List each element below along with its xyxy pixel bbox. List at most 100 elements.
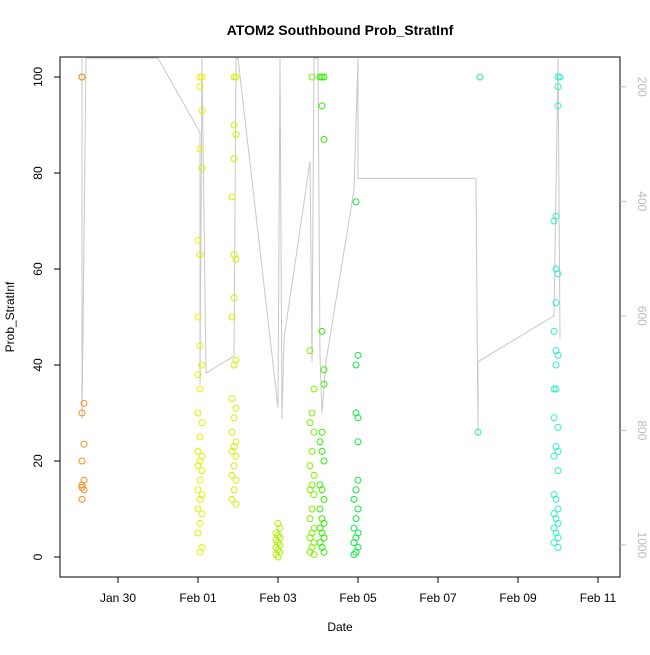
point	[550, 414, 558, 422]
point	[474, 428, 482, 436]
point	[230, 73, 238, 81]
point	[306, 534, 314, 542]
point	[320, 457, 328, 465]
x-axis-label: Date	[327, 620, 353, 634]
point	[198, 510, 206, 518]
point	[198, 73, 206, 81]
point	[194, 462, 202, 470]
x-tick-label: Feb 03	[259, 591, 297, 605]
point	[196, 495, 204, 503]
point	[554, 423, 562, 431]
point	[554, 505, 562, 513]
point	[318, 447, 326, 455]
point	[310, 428, 318, 436]
point	[196, 83, 204, 91]
point	[550, 327, 558, 335]
point	[80, 440, 88, 448]
point	[550, 217, 558, 225]
point	[306, 515, 314, 523]
point	[554, 73, 562, 81]
point	[194, 409, 202, 417]
point	[554, 102, 562, 110]
point	[318, 327, 326, 335]
point	[310, 385, 318, 393]
point	[80, 486, 88, 494]
point	[308, 73, 316, 81]
point	[320, 135, 328, 143]
point	[194, 486, 202, 494]
point	[306, 347, 314, 355]
x-tick-label: Feb 11	[580, 591, 617, 605]
point	[228, 471, 236, 479]
point	[320, 380, 328, 388]
point	[78, 73, 86, 81]
point	[554, 519, 562, 527]
point	[354, 414, 362, 422]
point	[308, 447, 316, 455]
point	[320, 519, 328, 527]
point	[198, 419, 206, 427]
point	[196, 73, 204, 81]
x-tick-label: Feb 05	[339, 591, 377, 605]
y-tick-label: 100	[31, 67, 45, 87]
point	[232, 404, 240, 412]
point	[306, 462, 314, 470]
plot-box	[59, 56, 621, 578]
point	[198, 361, 206, 369]
point	[196, 251, 204, 259]
point	[554, 351, 562, 359]
point	[80, 399, 88, 407]
point	[354, 438, 362, 446]
x-tick-label: Jan 30	[100, 591, 136, 605]
point	[320, 495, 328, 503]
point	[320, 366, 328, 374]
y2-tick-label: 800	[635, 420, 649, 440]
point	[230, 155, 238, 163]
point	[352, 198, 360, 206]
point	[196, 433, 204, 441]
point	[194, 505, 202, 513]
point	[196, 342, 204, 350]
y-tick-label: 20	[31, 454, 45, 468]
point	[318, 102, 326, 110]
point	[552, 299, 560, 307]
point	[198, 107, 206, 115]
y-tick-label: 60	[31, 262, 45, 276]
point	[232, 452, 240, 460]
point	[78, 495, 86, 503]
point	[194, 236, 202, 244]
point	[230, 462, 238, 470]
y-tick-label: 0	[31, 553, 45, 560]
y2-tick-label: 1000	[635, 532, 649, 559]
pressure-line	[81, 57, 561, 437]
point	[230, 486, 238, 494]
point	[228, 395, 236, 403]
point	[554, 447, 562, 455]
point	[310, 471, 318, 479]
y2-tick-label: 400	[635, 191, 649, 211]
point	[232, 476, 240, 484]
point	[310, 491, 318, 499]
x-tick-label: Feb 07	[419, 591, 457, 605]
point	[230, 121, 238, 129]
point	[228, 495, 236, 503]
point	[228, 447, 236, 455]
point	[196, 548, 204, 556]
point	[318, 73, 326, 81]
point	[352, 361, 360, 369]
y-tick-label: 80	[31, 166, 45, 180]
point	[308, 409, 316, 417]
point	[316, 438, 324, 446]
point	[554, 270, 562, 278]
point	[230, 294, 238, 302]
y-tick-label: 40	[31, 358, 45, 372]
point	[350, 551, 358, 559]
point	[352, 486, 360, 494]
point	[78, 409, 86, 417]
point	[306, 486, 314, 494]
point	[310, 551, 318, 559]
point	[230, 414, 238, 422]
x-tick-label: Feb 09	[499, 591, 537, 605]
